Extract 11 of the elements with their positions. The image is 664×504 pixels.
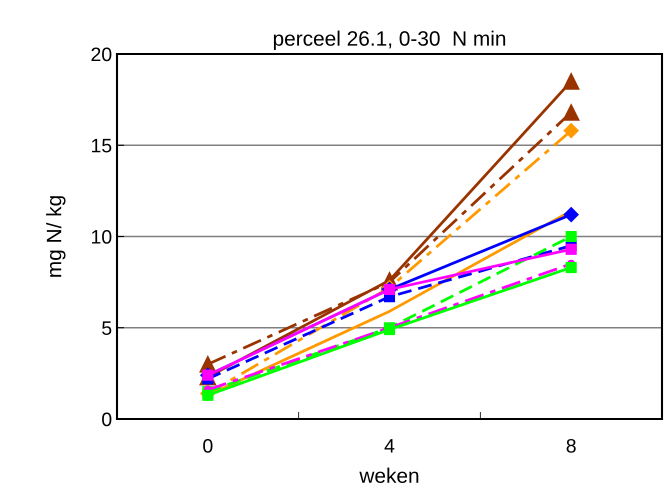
x-tick-label: 0 <box>203 438 212 453</box>
y-tick-label: 15 <box>92 138 112 152</box>
y-tick-label: 5 <box>102 321 112 335</box>
y-axis-title: mg N/ kg <box>46 196 66 277</box>
y-tick-label: 0 <box>102 412 112 426</box>
y-tick-label: 10 <box>92 230 112 244</box>
x-tick-label: 8 <box>566 438 576 453</box>
x-axis-title: weken <box>359 468 418 483</box>
y-tick-label: 20 <box>91 47 112 62</box>
chart-title: perceel 26.1, 0-30 N min <box>274 30 506 50</box>
x-tick-label: 4 <box>384 439 394 453</box>
